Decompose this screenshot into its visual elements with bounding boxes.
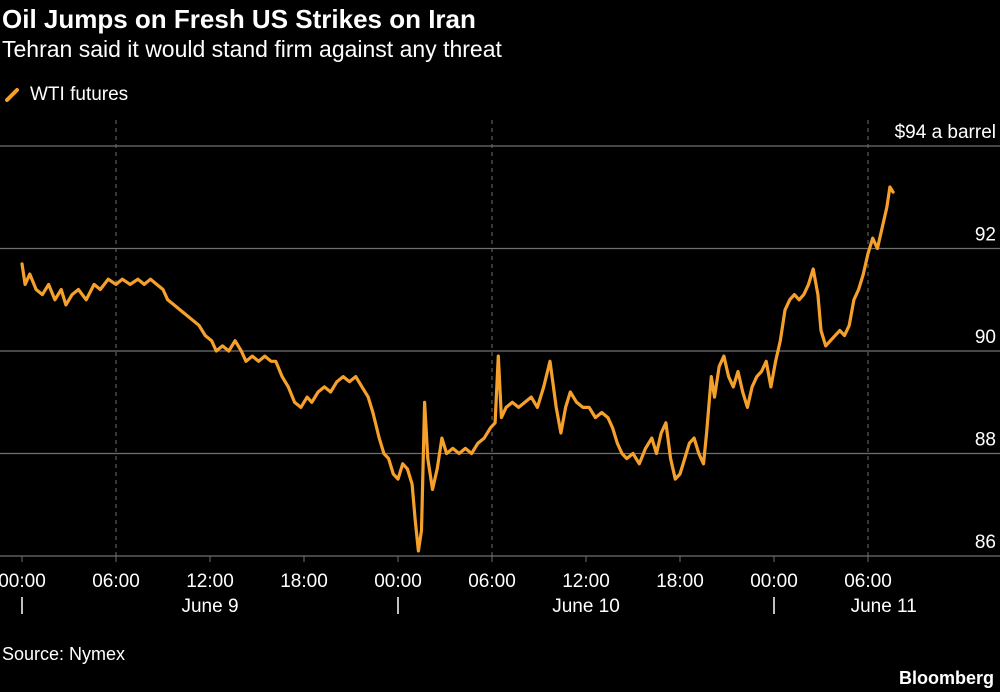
- y-tick-label: 90: [975, 327, 996, 348]
- x-tick-label: 00:00: [0, 571, 46, 592]
- x-tick-label: 06:00: [844, 571, 892, 592]
- chart-subtitle: Tehran said it would stand firm against …: [2, 36, 502, 62]
- day-label: June 10: [552, 596, 620, 617]
- x-tick-label: 12:00: [562, 571, 610, 592]
- legend-swatch: [5, 88, 19, 102]
- y-tick-label: 88: [975, 430, 996, 451]
- y-tick-label: 86: [975, 532, 996, 553]
- x-tick-label: 06:00: [92, 571, 140, 592]
- legend-label: WTI futures: [30, 84, 129, 105]
- legend: WTI futures: [4, 84, 128, 106]
- bloomberg-logo: Bloomberg: [898, 668, 994, 688]
- chart-title: Oil Jumps on Fresh US Strikes on Iran: [2, 4, 476, 34]
- source-note: Source: Nymex: [2, 644, 126, 664]
- x-tick-label: 00:00: [750, 571, 798, 592]
- x-tick-label: 18:00: [280, 571, 328, 592]
- x-tick-label: 00:00: [374, 571, 422, 592]
- x-tick-label: 18:00: [656, 571, 704, 592]
- series-line-wti-futures: [20, 185, 895, 553]
- y-tick-label: $94 a barrel: [895, 122, 996, 143]
- day-label: June 9: [181, 596, 238, 617]
- y-tick-label: 92: [975, 225, 996, 246]
- x-tick-label: 12:00: [186, 571, 234, 592]
- x-tick-label: 06:00: [468, 571, 516, 592]
- day-label: June 11: [851, 596, 917, 617]
